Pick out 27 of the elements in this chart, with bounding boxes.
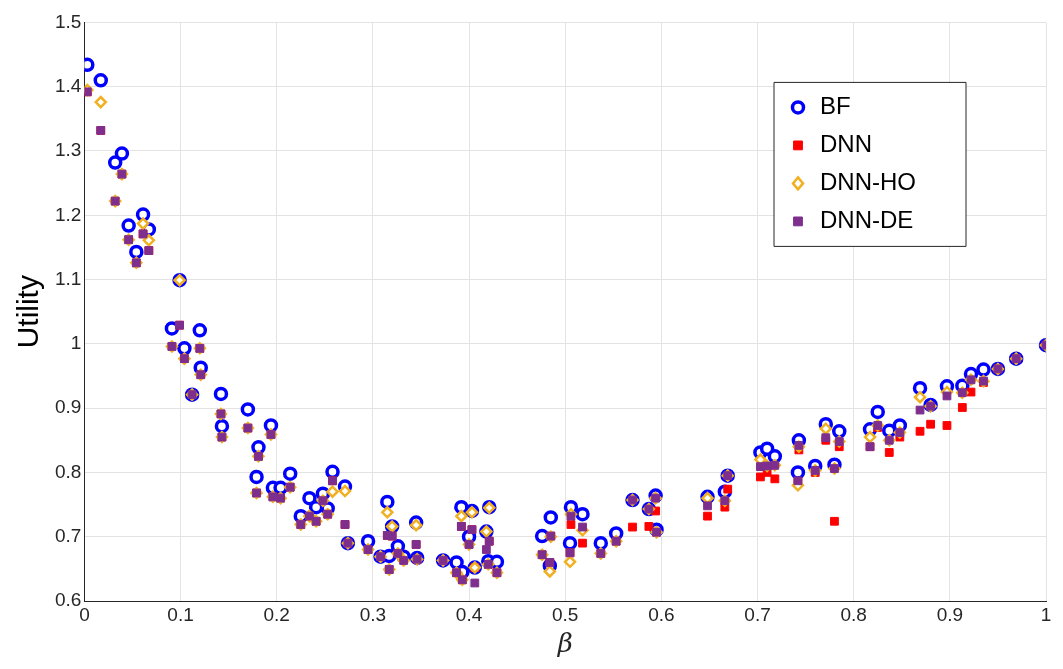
y-tick-label: 1.1: [54, 267, 82, 289]
y-tick-label: 1.5: [54, 10, 82, 32]
y-tick-label: 0.6: [54, 589, 82, 611]
x-tick-label: 1: [1040, 603, 1052, 625]
x-tick-label: 0.4: [455, 603, 483, 625]
x-tick-label: 0.6: [648, 603, 675, 625]
x-tick-label: 0.9: [936, 603, 964, 625]
y-tick-label: 0.9: [54, 396, 82, 418]
y-tick-label: 0.8: [54, 460, 82, 482]
x-tick-label: 0.2: [263, 603, 290, 625]
legend-label: DNN-HO: [820, 168, 916, 196]
x-tick-label: 0.7: [744, 603, 771, 625]
y-tick-label: 1.2: [54, 203, 82, 225]
y-tick-label: 1.4: [54, 74, 82, 96]
y-tick-label: 1.3: [54, 139, 82, 161]
x-axis-title: β: [556, 628, 573, 659]
y-tick-label: 0.7: [54, 524, 82, 546]
legend-label: DNN-DE: [820, 206, 914, 234]
x-tick-label: 0.1: [167, 603, 194, 625]
x-tick-label: 0: [79, 603, 90, 625]
legend-label: BF: [820, 92, 851, 120]
y-axis-title: Utility: [11, 275, 45, 349]
x-tick-label: 0.3: [359, 603, 387, 625]
x-tick-label: 0.5: [552, 603, 579, 625]
x-tick-label: 0.8: [840, 603, 867, 625]
y-tick-label: 1: [70, 332, 82, 354]
legend-label: DNN: [820, 130, 872, 158]
